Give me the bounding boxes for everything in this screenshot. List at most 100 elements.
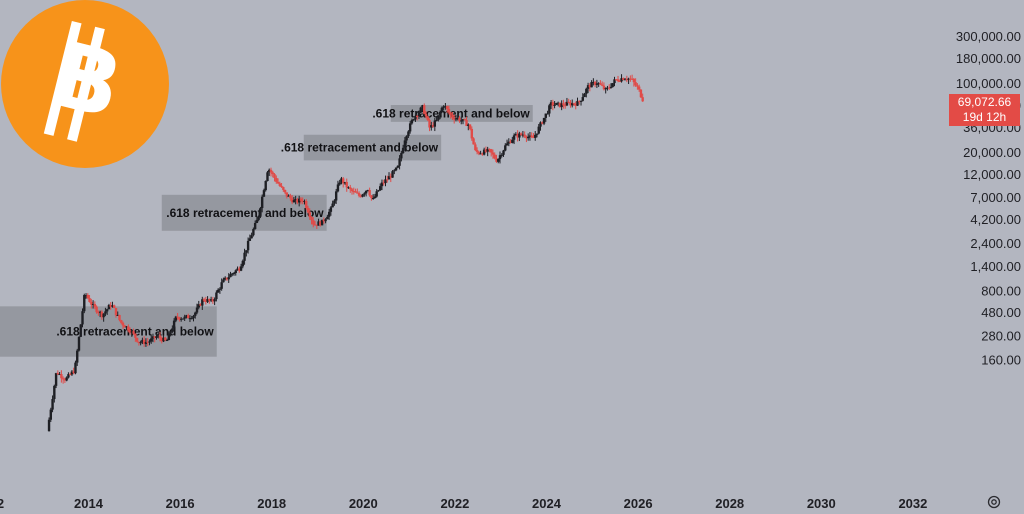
candle-body — [608, 87, 611, 89]
candle-body — [289, 195, 292, 199]
candle-body — [67, 374, 70, 378]
candle-body — [204, 300, 208, 302]
y-tick-label: 800.00 — [981, 283, 1021, 298]
y-tick-label: 2,400.00 — [970, 236, 1021, 251]
candle-body — [93, 303, 97, 307]
candle-body — [171, 328, 174, 332]
candle-body — [113, 305, 116, 308]
candle-body — [287, 195, 290, 197]
candle-body — [294, 199, 297, 201]
candle-body — [280, 185, 283, 188]
candle-body — [220, 282, 223, 289]
candle-body — [350, 189, 354, 192]
candle-body — [317, 221, 320, 226]
candle-body — [56, 373, 60, 375]
candle-body — [634, 82, 637, 86]
y-tick-label: 1,400.00 — [970, 259, 1021, 274]
candle-body — [257, 215, 260, 220]
candle-body — [202, 299, 206, 301]
candle-body — [458, 117, 461, 122]
candle-body — [419, 107, 422, 113]
candle-body — [342, 178, 345, 184]
candle-body — [197, 304, 200, 308]
candle-body — [209, 299, 213, 301]
y-tick-label: 180,000.00 — [956, 51, 1021, 66]
candle-body — [491, 152, 495, 155]
candle-body — [334, 191, 338, 201]
x-tick-label: 2032 — [898, 496, 927, 511]
candle-body — [488, 148, 491, 150]
candle-body — [507, 141, 511, 144]
candle-body — [544, 113, 547, 118]
candle-body — [551, 102, 555, 106]
candle-body — [77, 336, 81, 351]
candle-body — [505, 143, 509, 146]
candle-body — [142, 339, 146, 344]
candle-body — [366, 190, 370, 192]
x-tick-label: 2024 — [532, 496, 562, 511]
candle-body — [86, 294, 89, 299]
candle-body — [493, 154, 496, 159]
candle-body — [259, 208, 262, 216]
candle-body — [512, 135, 516, 140]
retracement-label: .618 retracement and below — [166, 206, 324, 220]
candle-body — [268, 169, 271, 173]
candle-body — [313, 224, 317, 226]
candle-body — [574, 103, 577, 106]
candle-body — [514, 133, 518, 136]
candle-body — [292, 200, 296, 203]
candle-body — [185, 315, 188, 317]
candle-body — [241, 260, 245, 267]
candle-body — [151, 336, 155, 339]
candle-body — [467, 124, 470, 126]
candle-body — [534, 134, 537, 138]
candle-body — [602, 85, 606, 90]
candle-body — [437, 115, 440, 120]
candle-body — [104, 311, 107, 314]
candle-body — [223, 277, 227, 280]
candle-body — [83, 295, 86, 312]
candle-body — [632, 78, 636, 83]
candle-body — [611, 83, 614, 87]
candle-body — [354, 191, 357, 193]
candle-body — [114, 307, 118, 316]
candle-body — [489, 149, 493, 153]
candle-body — [312, 220, 315, 225]
candle-body — [565, 101, 569, 106]
candle-body — [636, 85, 639, 87]
candle-body — [613, 79, 616, 84]
candle-body — [327, 211, 331, 217]
candle-body — [157, 335, 160, 337]
candle-body — [537, 126, 540, 134]
y-tick-label: 100,000.00 — [956, 76, 1021, 91]
candle-body — [401, 147, 405, 154]
candle-body — [194, 312, 197, 316]
candle-body — [523, 134, 526, 137]
candle-body — [303, 200, 306, 202]
candle-body — [319, 221, 322, 226]
y-tick-label: 480.00 — [981, 305, 1021, 320]
candle-body — [225, 277, 229, 280]
candle-body — [525, 136, 528, 139]
candle-body — [440, 107, 444, 112]
candle-body — [423, 105, 426, 114]
settings-icon[interactable] — [986, 494, 1002, 510]
candle-body — [618, 81, 621, 83]
candle-body — [468, 124, 472, 129]
candle-body — [442, 106, 445, 108]
candle-body — [306, 207, 310, 213]
candle-body — [271, 172, 274, 175]
candle-body — [301, 200, 304, 202]
candle-body — [97, 312, 100, 314]
candle-body — [641, 97, 644, 102]
candle-body — [231, 273, 234, 275]
candle-body — [199, 304, 202, 306]
candle-body — [599, 83, 602, 85]
candle-body — [519, 133, 523, 135]
x-tick-label: 2018 — [257, 496, 286, 511]
candle-body — [260, 196, 264, 209]
candle-body — [454, 118, 458, 120]
candle-body — [541, 122, 544, 124]
candle-body — [51, 399, 54, 410]
